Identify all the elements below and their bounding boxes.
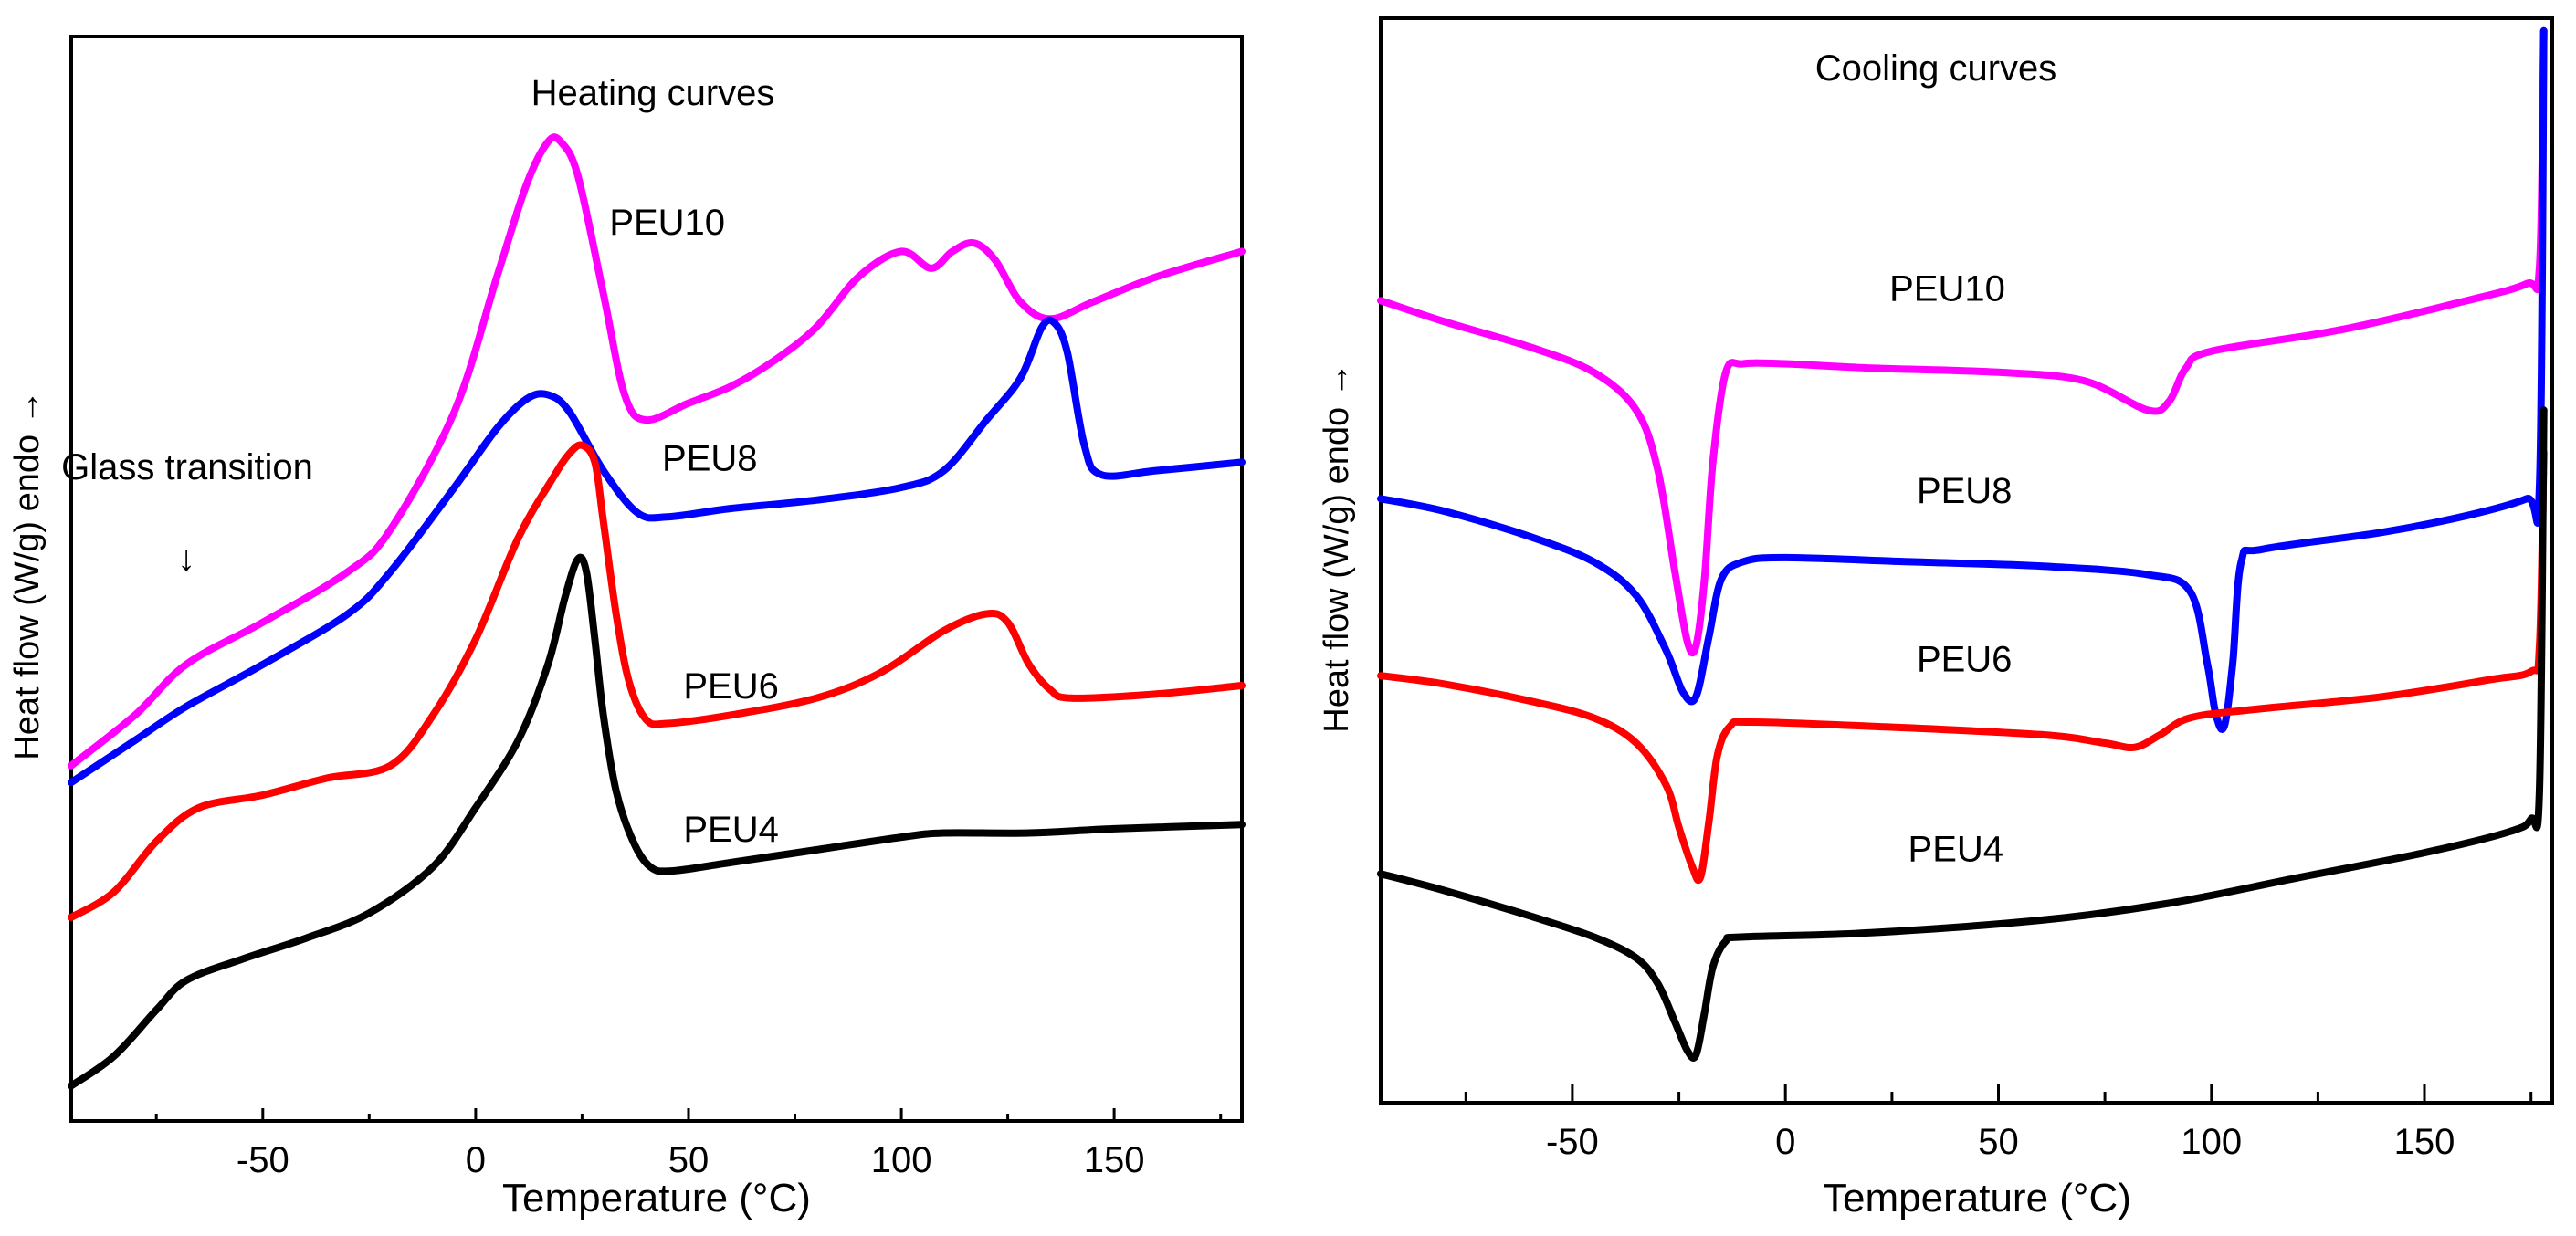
x-tick-label: 50: [668, 1140, 710, 1180]
heating-y-axis-title: Heat flow (W/g) endo →: [8, 390, 47, 759]
cooling-plot-frame: [1379, 16, 2554, 1105]
heating-panel: -50 0 50 100 150 PEU10 PEU8 PEU6 PEU4 Heating c…: [8, 35, 1246, 1220]
cooling-y-axis-title: Heat flow (W/g) endo →: [1318, 362, 1356, 732]
cooling-curves: [1377, 26, 2548, 1062]
curve-peu10: [1377, 26, 2548, 657]
glass-transition-arrow-icon: ↓: [177, 539, 195, 579]
x-tick-label: -50: [1546, 1122, 1599, 1162]
cooling-x-ticks: -50 0 50 100 150: [1464, 1084, 2533, 1162]
cooling-panel: -50 0 50 100 150 PEU10 PEU8 PEU6 PEU4 Cooling c…: [1318, 16, 2554, 1220]
x-tick-label: 0: [1775, 1122, 1795, 1162]
series-label-peu10: PEU10: [1889, 268, 2005, 309]
x-tick-label: 100: [2181, 1122, 2242, 1162]
heating-title: Heating curves: [531, 73, 775, 113]
x-tick-label: 150: [2394, 1122, 2455, 1162]
series-label-peu4: PEU4: [683, 810, 779, 850]
curve-peu4: [68, 553, 1246, 1090]
cooling-x-axis-title: Temperature (°C): [1823, 1176, 2131, 1220]
curve-peu8: [68, 316, 1246, 787]
heating-x-ticks: -50 0 50 100 150: [154, 1108, 1223, 1180]
series-label-peu6: PEU6: [1917, 640, 2013, 680]
curve-peu8: [1377, 26, 2548, 733]
series-label-peu6: PEU6: [683, 666, 779, 707]
heating-curves: [68, 133, 1246, 1090]
curve-peu4: [1377, 406, 2548, 1062]
x-tick-label: 50: [1978, 1122, 2019, 1162]
cooling-title: Cooling curves: [1815, 48, 2057, 89]
series-label-peu8: PEU8: [662, 439, 758, 479]
curve-peu6: [68, 441, 1246, 921]
x-tick-label: -50: [237, 1140, 289, 1180]
x-tick-label: 150: [1084, 1140, 1145, 1180]
curve-peu6: [1377, 448, 2548, 885]
x-tick-label: 0: [466, 1140, 486, 1180]
curve-peu10: [68, 133, 1246, 770]
series-label-peu8: PEU8: [1917, 471, 2013, 511]
cooling-series-labels: PEU10 PEU8 PEU6 PEU4: [1889, 268, 2012, 869]
series-label-peu10: PEU10: [609, 203, 725, 243]
heating-plot-frame: [69, 35, 1244, 1123]
heating-x-axis-title: Temperature (°C): [502, 1176, 811, 1220]
heating-series-labels: PEU10 PEU8 PEU6 PEU4: [609, 203, 779, 850]
glass-transition-label: Glass transition: [61, 447, 313, 487]
series-label-peu4: PEU4: [1908, 829, 2004, 869]
x-tick-label: 100: [871, 1140, 932, 1180]
